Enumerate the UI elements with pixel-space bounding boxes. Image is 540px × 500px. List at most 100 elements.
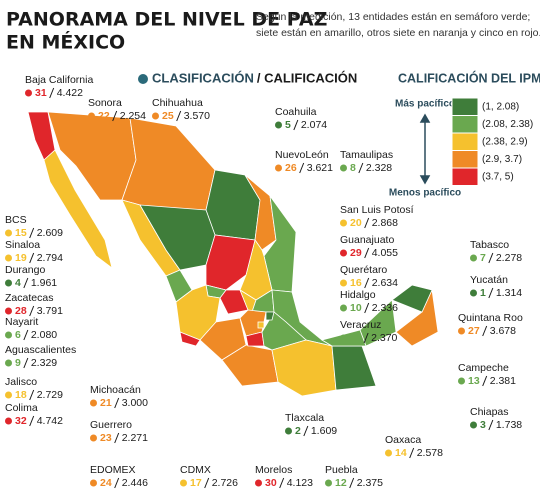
state-rank: 29: [350, 247, 362, 259]
separator: [29, 252, 35, 264]
state-dot: [275, 164, 282, 172]
state-dot: [25, 89, 32, 97]
state-rank: 31: [35, 87, 47, 99]
state-dot: [5, 279, 12, 287]
state-rank: 17: [190, 477, 202, 489]
state-dot: [5, 331, 12, 339]
state-dot: [90, 434, 97, 442]
state-rank: 32: [15, 415, 27, 427]
state-dot: [470, 254, 477, 262]
state-name: Durango: [5, 264, 45, 276]
state-rank: 21: [100, 397, 112, 409]
state-score: 1.738: [496, 419, 522, 431]
separator: [23, 277, 29, 289]
state-rank: 3: [480, 419, 486, 431]
state-rank: 1: [480, 287, 486, 299]
title: PANORAMA DEL NIVEL DE PAZ: [6, 9, 327, 31]
state-name: Chihuahua: [152, 97, 203, 109]
state-score: 3.570: [184, 110, 210, 122]
state-score: 4.742: [37, 415, 63, 427]
state-rank: 15: [15, 227, 27, 239]
separator: [114, 432, 120, 444]
state-rank: 14: [395, 447, 407, 459]
state-rank: 26: [285, 162, 297, 174]
state-score: 1.609: [311, 425, 337, 437]
state-region: [271, 339, 337, 397]
state-rank: 7: [480, 252, 486, 264]
separator: [482, 375, 488, 387]
separator: [482, 325, 488, 337]
state-rank: 28: [15, 305, 27, 317]
state-score: 3.678: [490, 325, 516, 337]
state-score: 1.314: [496, 287, 522, 299]
state-score: 2.868: [372, 217, 398, 229]
state-name: Guanajuato: [340, 234, 394, 246]
separator: [112, 110, 118, 122]
legend-swatch: [451, 97, 479, 116]
state-score: 3.621: [307, 162, 333, 174]
subtitle: siete están en amarillo, otros siete en …: [256, 27, 540, 39]
separator: [23, 329, 29, 341]
state-name: Nayarit: [5, 316, 38, 328]
legend: (1, 2.08) (2.08, 2.38) (2.38, 2.9) (2.9, 3.…: [451, 97, 533, 186]
separator: [279, 477, 285, 489]
state-rank: 30: [265, 477, 277, 489]
separator: [114, 477, 120, 489]
state-score: 4.422: [57, 87, 83, 99]
state-dot: [5, 359, 12, 367]
legend-arrow: [419, 113, 431, 185]
state-score: 2.336: [372, 302, 398, 314]
state-score: 2.578: [417, 447, 443, 459]
state-name: Baja California: [25, 74, 93, 86]
state-score: 2.375: [357, 477, 383, 489]
legend-swatch: [451, 167, 479, 186]
state-score: 2.446: [122, 477, 148, 489]
state-dot: [152, 112, 159, 120]
separator: [363, 332, 369, 344]
separator: [303, 425, 309, 437]
state-name: Michoacán: [90, 384, 141, 396]
state-score: 2.328: [366, 162, 392, 174]
state-dot: [458, 377, 465, 385]
state-name: Coahuila: [275, 106, 317, 118]
state-rank: 24: [100, 477, 112, 489]
state-rank: 13: [468, 375, 480, 387]
separator: [299, 162, 305, 174]
separator: [29, 227, 35, 239]
subtitle: Según la medición, 13 entidades están en…: [256, 11, 530, 23]
separator: [488, 252, 494, 264]
state-rank: 22: [98, 110, 110, 122]
state-score: 4.123: [287, 477, 313, 489]
legend-title: CALIFICACIÓN DEL IPM: [398, 70, 540, 85]
state-rank: 8: [350, 162, 356, 174]
state-name: CDMX: [180, 464, 211, 476]
state-name: Sinaloa: [5, 239, 40, 251]
separator: [349, 477, 355, 489]
state-dot: [325, 479, 332, 487]
state-score: 3.000: [122, 397, 148, 409]
state-name: Colima: [5, 402, 38, 414]
separator: [364, 302, 370, 314]
legend-swatch: [451, 150, 479, 169]
state-name: Zacatecas: [5, 292, 53, 304]
state-name: Jalisco: [5, 376, 37, 388]
separator: [293, 119, 299, 131]
legend-label: (3.7, 5): [482, 172, 514, 183]
state-dot: [5, 254, 12, 262]
state-dot: [470, 421, 477, 429]
state-name: BCS: [5, 214, 27, 226]
